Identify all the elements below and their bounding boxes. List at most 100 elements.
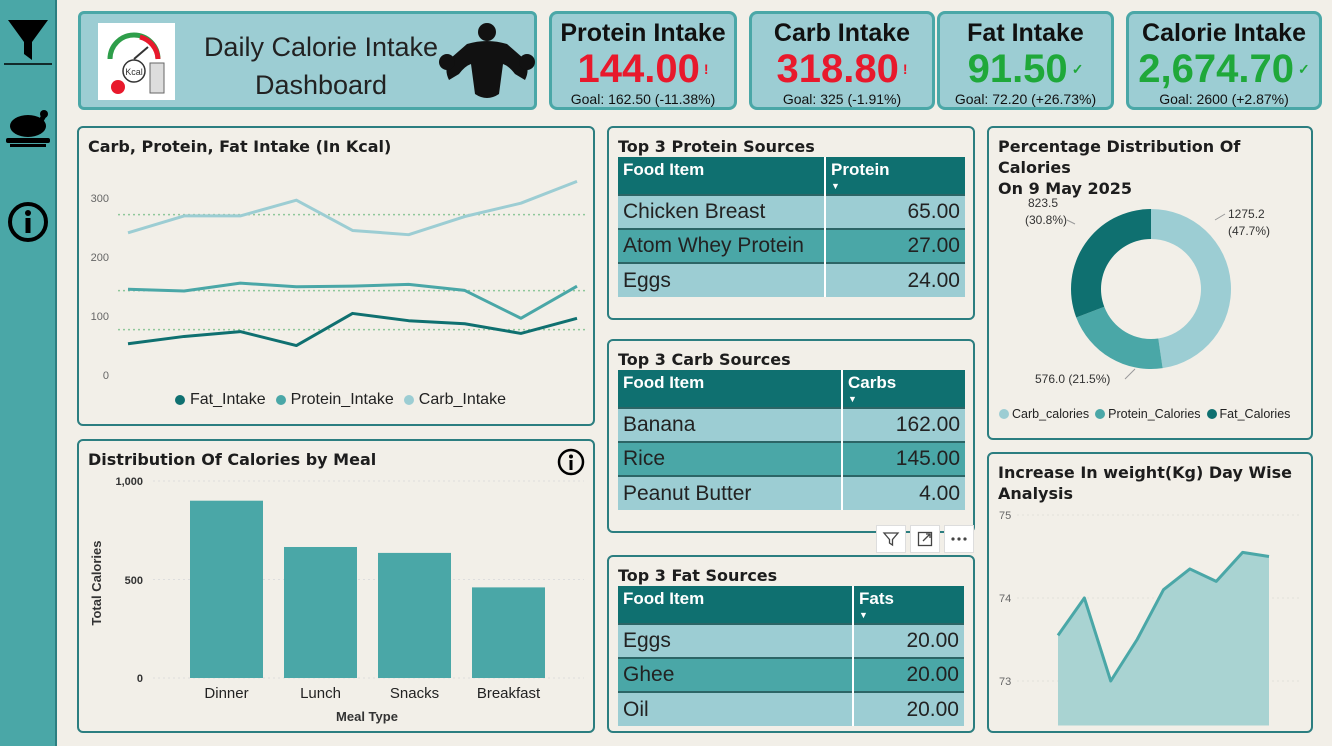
table-row[interactable]: Eggs 24.00 <box>618 262 965 297</box>
area-fill <box>1058 552 1269 726</box>
donut-chart: 1275.2 (47.7%) 823.5 (30.8%) 576.0 (21.5… <box>1025 196 1270 386</box>
meal-distribution-bar-chart-card[interactable]: Distribution Of Calories by Meal 1,000 5… <box>77 439 595 733</box>
line-chart: 300 200 100 0 <box>91 179 587 382</box>
legend-item-carb[interactable]: Carb_calories <box>999 407 1089 421</box>
series-line-Protein_Intake <box>127 281 578 320</box>
filter-icon[interactable] <box>4 14 52 65</box>
kpi-goal: Goal: 72.20 (+26.73%) <box>954 91 1097 107</box>
chart-title: Carb, Protein, Fat Intake (In Kcal) <box>88 137 392 156</box>
kpi-value: 2,674.70 ✓ <box>1138 47 1310 91</box>
legend-item-fat[interactable]: Fat_Intake <box>175 391 266 409</box>
page-title: Daily Calorie Intake Dashboard <box>203 32 439 100</box>
x-tick-label: Breakfast <box>477 685 541 702</box>
focus-mode-icon <box>917 531 933 547</box>
bar-lunch <box>284 546 357 678</box>
column-header-carbs[interactable]: Carbs ▼ <box>842 370 965 408</box>
y-tick-label: 74 <box>999 593 1011 605</box>
series-line-Fat_Intake <box>127 311 578 348</box>
y-axis-label: Total Calories <box>89 540 104 625</box>
kpi-value: 91.50 ✓ <box>967 47 1084 91</box>
info-icon[interactable] <box>556 447 586 481</box>
kpi-title: Fat Intake <box>967 19 1084 47</box>
column-header-fats[interactable]: Fats ▼ <box>853 586 964 624</box>
kpi-calorie-intake: Calorie Intake 2,674.70 ✓ Goal: 2600 (+2.… <box>1126 11 1322 110</box>
table-title: Top 3 Fat Sources <box>618 566 778 585</box>
table-title: Top 3 Protein Sources <box>618 137 815 156</box>
y-tick-label: 300 <box>91 193 109 205</box>
area-chart: 75 74 73 <box>999 510 1299 726</box>
fat-sources-table: Food Item Fats ▼ Eggs 20.00 Ghee 20.00 Oil 2… <box>618 586 964 726</box>
chart-legend: Fat_Intake Protein_Intake Carb_Intake <box>175 391 506 409</box>
warning-icon: ! <box>703 61 709 77</box>
kpi-title: Calorie Intake <box>1142 19 1306 47</box>
bar-snacks <box>378 552 451 678</box>
column-header-food-item[interactable]: Food Item <box>618 370 843 408</box>
table-row[interactable]: Rice 145.00 <box>618 441 965 476</box>
table-row[interactable]: Chicken Breast 65.00 <box>618 194 965 229</box>
kpi-value: 144.00! <box>577 47 709 91</box>
donut-slice-Fat_Calories <box>1071 209 1151 318</box>
column-header-protein[interactable]: Protein ▼ <box>825 157 965 195</box>
calorie-distribution-donut-card[interactable]: Percentage Distribution Of Calories On 9… <box>987 126 1313 440</box>
kpi-carb-intake: Carb Intake 318.80! Goal: 325 (-1.91%) <box>749 11 935 110</box>
table-row[interactable]: Ghee 20.00 <box>618 657 964 692</box>
legend-item-protein[interactable]: Protein_Intake <box>275 391 394 409</box>
column-header-food-item[interactable]: Food Item <box>618 586 854 624</box>
table-row[interactable]: Peanut Butter 4.00 <box>618 475 965 510</box>
kpi-goal: Goal: 325 (-1.91%) <box>782 91 902 107</box>
macro-intake-line-chart-card[interactable]: Carb, Protein, Fat Intake (In Kcal) 300 … <box>77 126 595 426</box>
column-header-food-item[interactable]: Food Item <box>618 157 826 195</box>
bar-chart: 1,000 500 0 Total Calories Meal Type Din… <box>89 476 584 724</box>
y-tick-label: 0 <box>137 673 143 685</box>
more-options-button[interactable] <box>944 525 974 553</box>
y-tick-label: 100 <box>91 311 109 323</box>
focus-mode-button[interactable] <box>910 525 940 553</box>
table-header-row: Food Item Carbs ▼ <box>618 370 965 408</box>
table-header-row: Food Item Protein ▼ <box>618 157 965 195</box>
sort-desc-icon: ▼ <box>859 610 868 620</box>
donut-slice-Carb_calories <box>1151 209 1231 369</box>
roast-chicken-icon[interactable] <box>4 104 52 152</box>
table-row[interactable]: Atom Whey Protein 27.00 <box>618 228 965 263</box>
kpi-fat-intake: Fat Intake 91.50 ✓ Goal: 72.20 (+26.73%) <box>937 11 1114 110</box>
info-icon[interactable] <box>4 198 52 246</box>
table-header-row: Food Item Fats ▼ <box>618 586 964 624</box>
data-label-fat: 823.5 <box>1028 196 1058 210</box>
legend-item-fat[interactable]: Fat_Calories <box>1206 407 1290 421</box>
data-label-carb-pct: (47.7%) <box>1228 224 1270 238</box>
legend-item-protein[interactable]: Protein_Calories <box>1095 407 1201 421</box>
y-tick-label: 75 <box>999 510 1011 522</box>
donut-slice-Protein_Calories <box>1076 306 1163 369</box>
legend-item-carb[interactable]: Carb_Intake <box>403 391 506 409</box>
chart-title: Increase In weight(Kg) Day Wise Analysis <box>998 463 1292 503</box>
kpi-goal: Goal: 162.50 (-11.38%) <box>570 91 716 107</box>
table-row[interactable]: Banana 162.00 <box>618 407 965 442</box>
visual-filter-button[interactable] <box>876 525 906 553</box>
y-tick-label: 1,000 <box>115 476 143 488</box>
sort-desc-icon: ▼ <box>848 394 857 404</box>
data-label-fat-pct: (30.8%) <box>1025 213 1067 227</box>
series-line-Carb_Intake <box>127 179 578 237</box>
sort-desc-icon: ▼ <box>831 181 840 191</box>
fat-sources-card: Top 3 Fat Sources Food Item Fats ▼ Eggs 20… <box>607 555 975 733</box>
sidebar <box>0 0 57 746</box>
kpi-protein-intake: Protein Intake 144.00! Goal: 162.50 (-11… <box>549 11 737 110</box>
table-row[interactable]: Eggs 20.00 <box>618 623 964 658</box>
area-line <box>1056 550 1270 683</box>
y-tick-label: 200 <box>91 252 109 264</box>
table-row[interactable]: Oil 20.00 <box>618 691 964 726</box>
chart-legend: Carb_calories Protein_Calories Fat_Calor… <box>999 407 1290 421</box>
table-title: Top 3 Carb Sources <box>618 350 791 369</box>
y-tick-label: 0 <box>103 370 109 382</box>
protein-sources-table: Food Item Protein ▼ Chicken Breast 65.00 A… <box>618 157 965 297</box>
bar-dinner <box>190 500 263 678</box>
y-tick-label: 500 <box>125 575 143 587</box>
carb-sources-table: Food Item Carbs ▼ Banana 162.00 Rice 145.00… <box>618 370 965 510</box>
x-tick-label: Lunch <box>300 685 341 702</box>
x-tick-label: Dinner <box>204 685 248 702</box>
x-tick-label: Snacks <box>390 685 439 702</box>
kpi-value: 318.80! <box>776 47 908 91</box>
kpi-goal: Goal: 2600 (+2.87%) <box>1159 91 1289 107</box>
warning-icon: ! <box>902 61 908 77</box>
weight-trend-area-chart-card[interactable]: Increase In weight(Kg) Day Wise Analysis… <box>987 452 1313 733</box>
